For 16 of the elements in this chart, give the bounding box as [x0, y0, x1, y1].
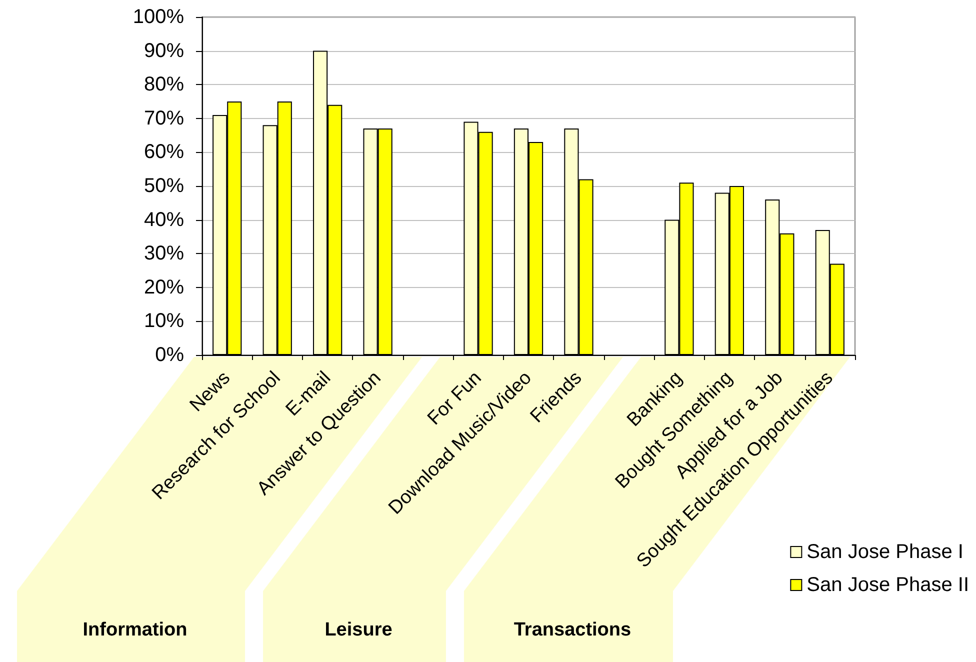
legend-label: San Jose Phase I — [806, 541, 964, 563]
y-tick-label: 20% — [144, 276, 184, 298]
y-tick-label: 10% — [144, 310, 184, 332]
y-tick-label: 60% — [144, 141, 184, 164]
y-tick-label: 100% — [132, 6, 184, 28]
y-tick-label: 0% — [155, 344, 184, 366]
y-tick-label: 30% — [144, 242, 184, 265]
y-tick-label: 40% — [144, 208, 184, 231]
legend-label: San Jose Phase II — [806, 574, 970, 596]
y-tick-label: 80% — [144, 74, 184, 96]
y-tick-label: 70% — [144, 107, 184, 130]
y-tick-label: 90% — [144, 40, 184, 62]
text: Transactions — [514, 620, 632, 640]
text: Information — [82, 620, 188, 640]
y-tick-label: 50% — [144, 175, 184, 197]
text: Leisure — [324, 620, 392, 640]
